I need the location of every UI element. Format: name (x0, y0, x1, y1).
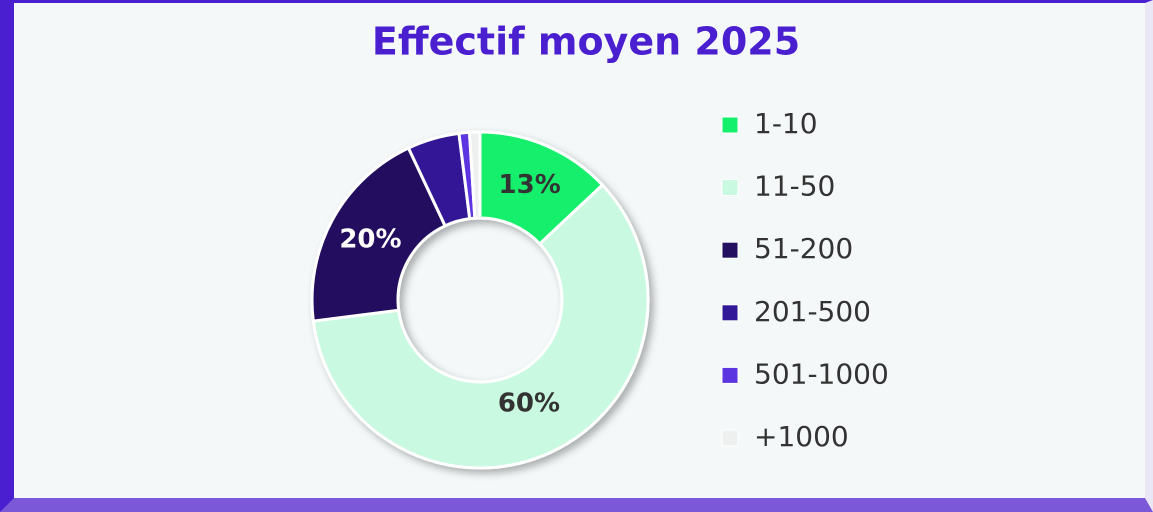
legend-label: +1000 (754, 420, 849, 453)
legend-swatch (721, 304, 739, 322)
legend-swatch (721, 179, 739, 197)
data-label: 20% (339, 224, 401, 254)
legend-label: 1-10 (754, 107, 818, 140)
legend-label: 11-50 (754, 170, 835, 203)
legend-label: 51-200 (754, 232, 853, 265)
legend-label: 201-500 (754, 295, 871, 328)
donut (310, 130, 650, 470)
data-label: 60% (498, 389, 560, 419)
legend-swatch (721, 366, 739, 384)
slice (310, 145, 448, 323)
legend-swatch (721, 241, 739, 259)
chart-title: Effectif moyen 2025 (372, 20, 800, 64)
slice (311, 182, 650, 470)
legend-label: 501-1000 (754, 357, 889, 390)
legend-swatch (721, 429, 739, 447)
slice (467, 130, 482, 220)
data-label: 13% (499, 170, 561, 200)
legend-swatch (721, 116, 739, 134)
